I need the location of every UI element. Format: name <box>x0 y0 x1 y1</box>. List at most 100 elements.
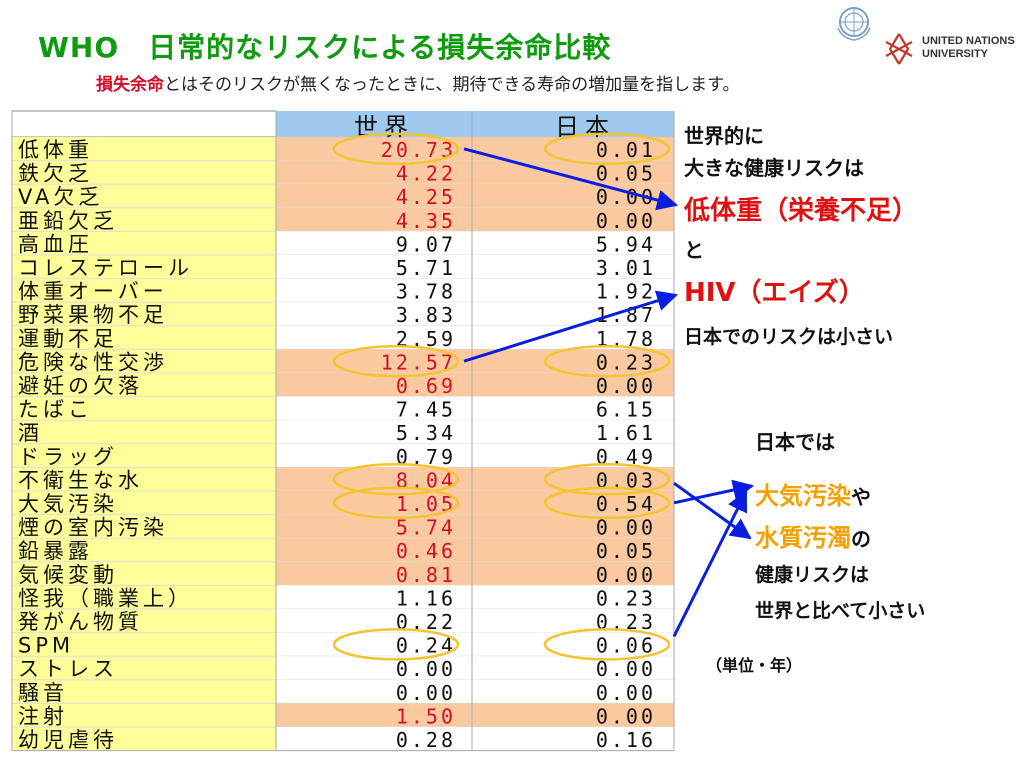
row-label: 避妊の欠落 <box>18 374 143 398</box>
note-underweight: 低体重（栄養不足） <box>684 196 919 226</box>
world-highlight-ellipse <box>332 486 460 520</box>
japan-highlight-ellipse <box>543 132 671 166</box>
row-label: 注射 <box>18 704 68 728</box>
row-label: 低体重 <box>18 138 93 162</box>
note-japan-is: 日本では <box>755 430 835 454</box>
row-label: 体重オーバー <box>18 280 168 304</box>
japan-value: 0.01 <box>596 138 656 162</box>
note-smaller: 世界と比べて小さい <box>755 600 926 622</box>
annotation-arrow <box>673 479 755 505</box>
row-label: コレステロール <box>18 256 193 280</box>
row-label: VA欠乏 <box>18 185 103 209</box>
note-and: と <box>684 238 704 262</box>
japan-value: 0.00 <box>596 704 656 728</box>
world-value: 5.71 <box>396 256 456 280</box>
world-value: 1.16 <box>396 586 456 610</box>
row-label: 大気汚染 <box>18 492 118 516</box>
column-header-1: 日本 <box>555 113 615 141</box>
japan-value: 0.54 <box>596 492 656 516</box>
row-label: 運動不足 <box>18 327 118 351</box>
world-highlight-ellipse <box>332 132 460 166</box>
row-label: ストレス <box>18 657 118 681</box>
note-air-pollution: 大気汚染 <box>755 482 851 510</box>
japan-value: 0.05 <box>596 539 656 563</box>
world-value: 0.81 <box>396 563 456 587</box>
note-ya: や <box>851 485 871 509</box>
world-value: 0.00 <box>396 681 456 705</box>
japan-value: 1.92 <box>596 280 656 304</box>
japan-value: 0.23 <box>596 586 656 610</box>
unit-label: （単位・年） <box>706 656 803 675</box>
japan-highlight-ellipse <box>543 486 671 520</box>
world-value: 0.28 <box>396 728 456 752</box>
world-value: 5.34 <box>396 421 456 445</box>
japan-highlight-ellipse <box>543 628 671 661</box>
world-value: 5.74 <box>396 516 456 540</box>
world-highlight-ellipse <box>332 628 460 661</box>
note-world-line1: 世界的に <box>684 124 764 148</box>
world-value: 0.69 <box>396 374 456 398</box>
world-value: 3.83 <box>396 303 456 327</box>
row-label: 騒音 <box>18 681 68 705</box>
world-value: 3.78 <box>396 280 456 304</box>
world-value: 0.46 <box>396 539 456 563</box>
japan-value: 0.00 <box>596 563 656 587</box>
subtitle: 損失余命とはそのリスクが無くなったときに、期待できる寿命の増加量を指します。 <box>96 70 739 95</box>
row-label: 幼児虐待 <box>18 728 118 752</box>
note-water-line: 水質汚濁の <box>755 518 871 553</box>
world-value: 4.35 <box>396 209 456 233</box>
annotation-arrow <box>672 490 748 638</box>
un-emblem-icon <box>837 7 871 41</box>
annotation-arrow <box>673 481 752 540</box>
japan-value: 1.61 <box>596 421 656 445</box>
world-value: 4.22 <box>396 162 456 186</box>
world-highlight-ellipse <box>332 344 460 378</box>
row-label: 酒 <box>18 421 43 445</box>
japan-value: 0.00 <box>596 516 656 540</box>
row-label: 気候変動 <box>18 563 118 587</box>
row-label: 鉛暴露 <box>18 539 93 563</box>
note-japan-small: 日本でのリスクは小さい <box>684 326 894 348</box>
subtitle-term: 損失余命 <box>96 75 164 95</box>
world-value: 7.45 <box>396 398 456 422</box>
japan-value: 1.87 <box>596 303 656 327</box>
row-label: 煙の室内汚染 <box>18 516 168 540</box>
annotation-arrow <box>463 290 679 363</box>
annotation-arrow <box>463 147 679 211</box>
row-label: 危険な性交渉 <box>18 350 168 374</box>
note-no: の <box>851 527 871 551</box>
row-label: 鉄欠乏 <box>18 162 93 186</box>
note-air-line: 大気汚染や <box>755 476 871 511</box>
note-hiv: HIV（エイズ） <box>684 278 865 308</box>
world-value: 0.00 <box>396 657 456 681</box>
slide-title: WHO 日常的なリスクによる損失余命比較 <box>38 31 612 64</box>
row-label: 高血圧 <box>18 232 93 256</box>
row-label: 亜鉛欠乏 <box>18 209 118 233</box>
row-label: ドラッグ <box>18 445 118 469</box>
row-label: 怪我（職業上） <box>18 586 193 610</box>
japan-value: 0.06 <box>596 634 656 658</box>
world-value: 1.50 <box>396 704 456 728</box>
japan-value: 3.01 <box>596 256 656 280</box>
unu-logo-icon <box>885 33 913 65</box>
japan-value: 0.05 <box>596 162 656 186</box>
world-highlight-ellipse <box>332 462 460 496</box>
row-label: SPM <box>18 634 74 658</box>
japan-value: 0.00 <box>596 209 656 233</box>
japan-value: 0.23 <box>596 350 656 374</box>
row-label: 不衛生な水 <box>18 468 143 492</box>
japan-highlight-ellipse <box>543 462 671 496</box>
row-label: 発がん物質 <box>18 610 143 634</box>
subtitle-definition: とはそのリスクが無くなったときに、期待できる寿命の増加量を指します。 <box>164 75 740 95</box>
row-label: たばこ <box>18 398 93 422</box>
world-value: 9.07 <box>396 232 456 256</box>
japan-value: 0.00 <box>596 681 656 705</box>
unu-wordmark: UNITED NATIONS UNIVERSITY <box>922 35 1015 60</box>
japan-value: 5.94 <box>596 232 656 256</box>
world-value: 4.25 <box>396 185 456 209</box>
japan-value: 0.16 <box>596 728 656 752</box>
note-world-line2: 大きな健康リスクは <box>684 156 864 180</box>
japan-highlight-ellipse <box>543 344 671 378</box>
japan-value: 6.15 <box>596 398 656 422</box>
